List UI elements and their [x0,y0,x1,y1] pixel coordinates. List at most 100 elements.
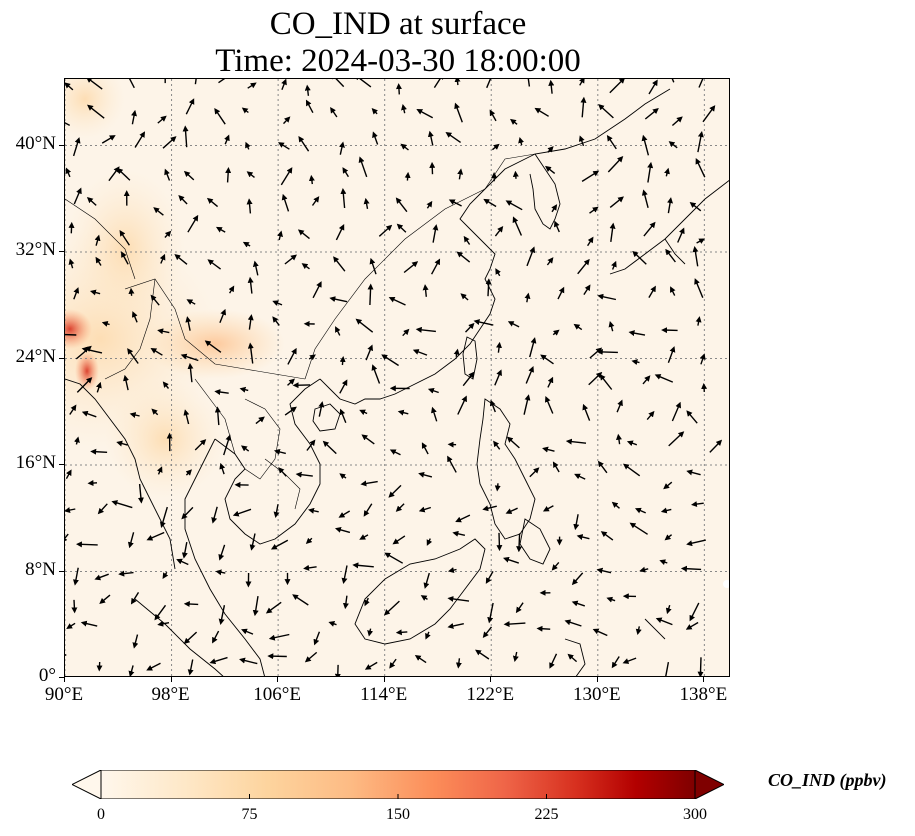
wind-vector [589,206,599,214]
x-tick-mark [383,677,385,682]
wind-vector [185,98,195,115]
x-tick-label: 98°E [151,684,190,705]
wind-vector [245,141,251,150]
wind-vector [404,171,411,181]
wind-vector [128,287,135,296]
wind-vector [265,601,282,614]
wind-vector [422,284,429,297]
wind-vector [523,394,531,415]
wind-vector [65,82,74,91]
wind-vector [692,246,699,267]
y-tick-label: 40°N [15,132,56,154]
wind-vector [548,79,555,94]
x-tick-mark [277,677,279,682]
wind-vector [204,340,222,353]
wind-vector [403,261,419,274]
wind-vector [420,595,428,601]
wind-vector [297,229,310,240]
wind-vector [218,605,226,625]
wind-vector [689,201,702,212]
wind-vector [282,116,291,125]
wind-vector [554,220,560,233]
wind-vector [456,251,471,263]
wind-vector [312,281,322,299]
wind-vector [150,347,163,356]
wind-vector [507,321,520,328]
wind-vector [339,379,348,394]
wind-vector [218,544,226,561]
wind-vector [606,134,617,150]
wind-vector [516,533,523,553]
wind-vector [415,326,436,333]
wind-vector [242,241,251,248]
wind-vector [485,278,492,297]
wind-vector [671,401,681,422]
wind-vector [157,620,170,627]
wind-vector [339,141,345,155]
wind-vector [246,198,253,214]
colorbar-max-extend [694,770,724,799]
wind-vector [372,131,379,145]
wind-vector [305,99,314,114]
wind-vector [395,197,408,213]
wind-vector [232,508,252,517]
wind-vector [709,439,723,453]
wind-vector [629,522,648,535]
wind-vector [252,595,259,617]
wind-vector [583,284,591,295]
wind-vector [503,556,520,564]
x-tick-mark [596,677,598,682]
wind-vector [616,399,623,413]
wind-vector [660,507,672,514]
wind-vector [536,625,551,632]
wind-vector [65,167,72,178]
x-tick-label: 90°E [44,684,84,705]
wind-vector [641,189,649,208]
x-tick-mark [64,677,65,682]
wind-vector [632,250,647,265]
wind-vector [677,227,685,243]
wind-vector [123,374,129,391]
wind-vector [340,188,347,209]
wind-vector [427,130,434,146]
wind-vector [209,656,228,665]
wind-vector [696,238,706,244]
wind-vector [284,254,297,265]
wind-vector [542,505,554,512]
wind-vector [247,276,254,294]
wind-vector [354,79,372,88]
wind-vector [552,461,560,473]
wind-vector [247,82,257,89]
wind-vector [211,506,218,524]
wind-vector [119,230,130,246]
wind-vector [252,260,259,276]
wind-vector [431,406,438,422]
wind-vector [664,167,670,177]
colorbar-tick-label: 225 [534,806,559,823]
wind-vector [505,200,523,211]
wind-vector [596,348,618,355]
wind-vector [159,253,166,264]
wind-vector [663,481,673,490]
wind-vector [186,299,196,305]
wind-vector [333,256,346,272]
wind-vector [647,161,654,183]
wind-vector [701,383,708,392]
wind-vector [495,268,501,277]
wind-vector [388,484,402,498]
wind-vector [631,359,640,366]
wind-vector [389,658,397,669]
wind-vector [65,507,76,513]
wind-vector [164,230,172,238]
wind-vector [397,409,409,416]
wind-vector [342,167,349,178]
y-tick-mark [59,677,64,678]
wind-vector [574,473,586,480]
title-line-1: CO_IND at surface [269,6,527,42]
wind-vector [146,531,165,541]
wind-vector [223,434,232,456]
wind-vector [215,569,226,576]
wind-vector [567,653,578,663]
x-tick-label: 130°E [572,684,621,705]
wind-vector [702,105,716,123]
